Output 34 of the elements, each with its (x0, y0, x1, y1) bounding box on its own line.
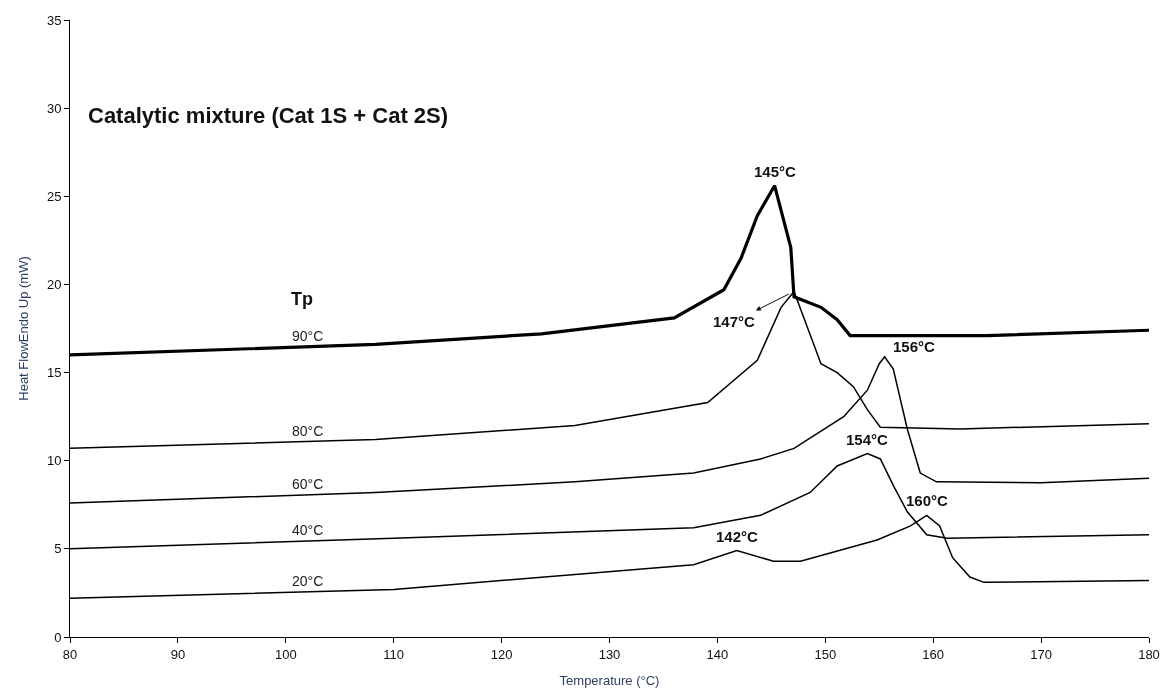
y-tick-label: 0 (54, 629, 62, 645)
y-tick-label: 35 (46, 12, 62, 28)
x-tick-label: 100 (274, 646, 297, 662)
series-label: 40°C (292, 522, 324, 538)
annotation: 147°C (713, 313, 756, 330)
annotation: Tp (291, 289, 313, 309)
x-tick-label: 160 (922, 646, 945, 662)
x-tick-label: 80 (62, 646, 78, 662)
x-tick-label: 130 (598, 646, 621, 662)
x-tick-label: 120 (490, 646, 513, 662)
x-tick-label: 140 (706, 646, 729, 662)
x-tick-label: 150 (814, 646, 837, 662)
y-tick-label: 25 (46, 188, 62, 204)
x-tick-label: 110 (383, 646, 405, 662)
series-label: 80°C (292, 423, 324, 439)
x-tick-label: 90 (170, 646, 186, 662)
y-axis-title: Heat FlowEndo Up (mW) (15, 256, 31, 401)
series-label: 60°C (292, 476, 324, 492)
y-tick-label: 10 (46, 453, 62, 469)
annotation: 145°C (754, 163, 797, 180)
y-tick-label: 20 (46, 276, 62, 292)
series-label: 90°C (292, 328, 324, 344)
annotation: 160°C (906, 492, 949, 509)
y-tick-label: 15 (46, 365, 62, 381)
y-tick-label: 5 (54, 541, 62, 557)
annotation: 142°C (716, 528, 759, 545)
x-tick-label: 170 (1030, 646, 1052, 662)
y-tick-label: 30 (46, 100, 62, 116)
text: Catalytic mixture (Cat 1S + Cat 2S) (88, 103, 449, 128)
series-label: 20°C (292, 573, 324, 589)
annotation: 154°C (846, 431, 889, 448)
x-axis-title: Temperature (°C) (559, 673, 660, 689)
annotation: 156°C (893, 338, 936, 355)
x-tick-label: 180 (1138, 646, 1160, 662)
